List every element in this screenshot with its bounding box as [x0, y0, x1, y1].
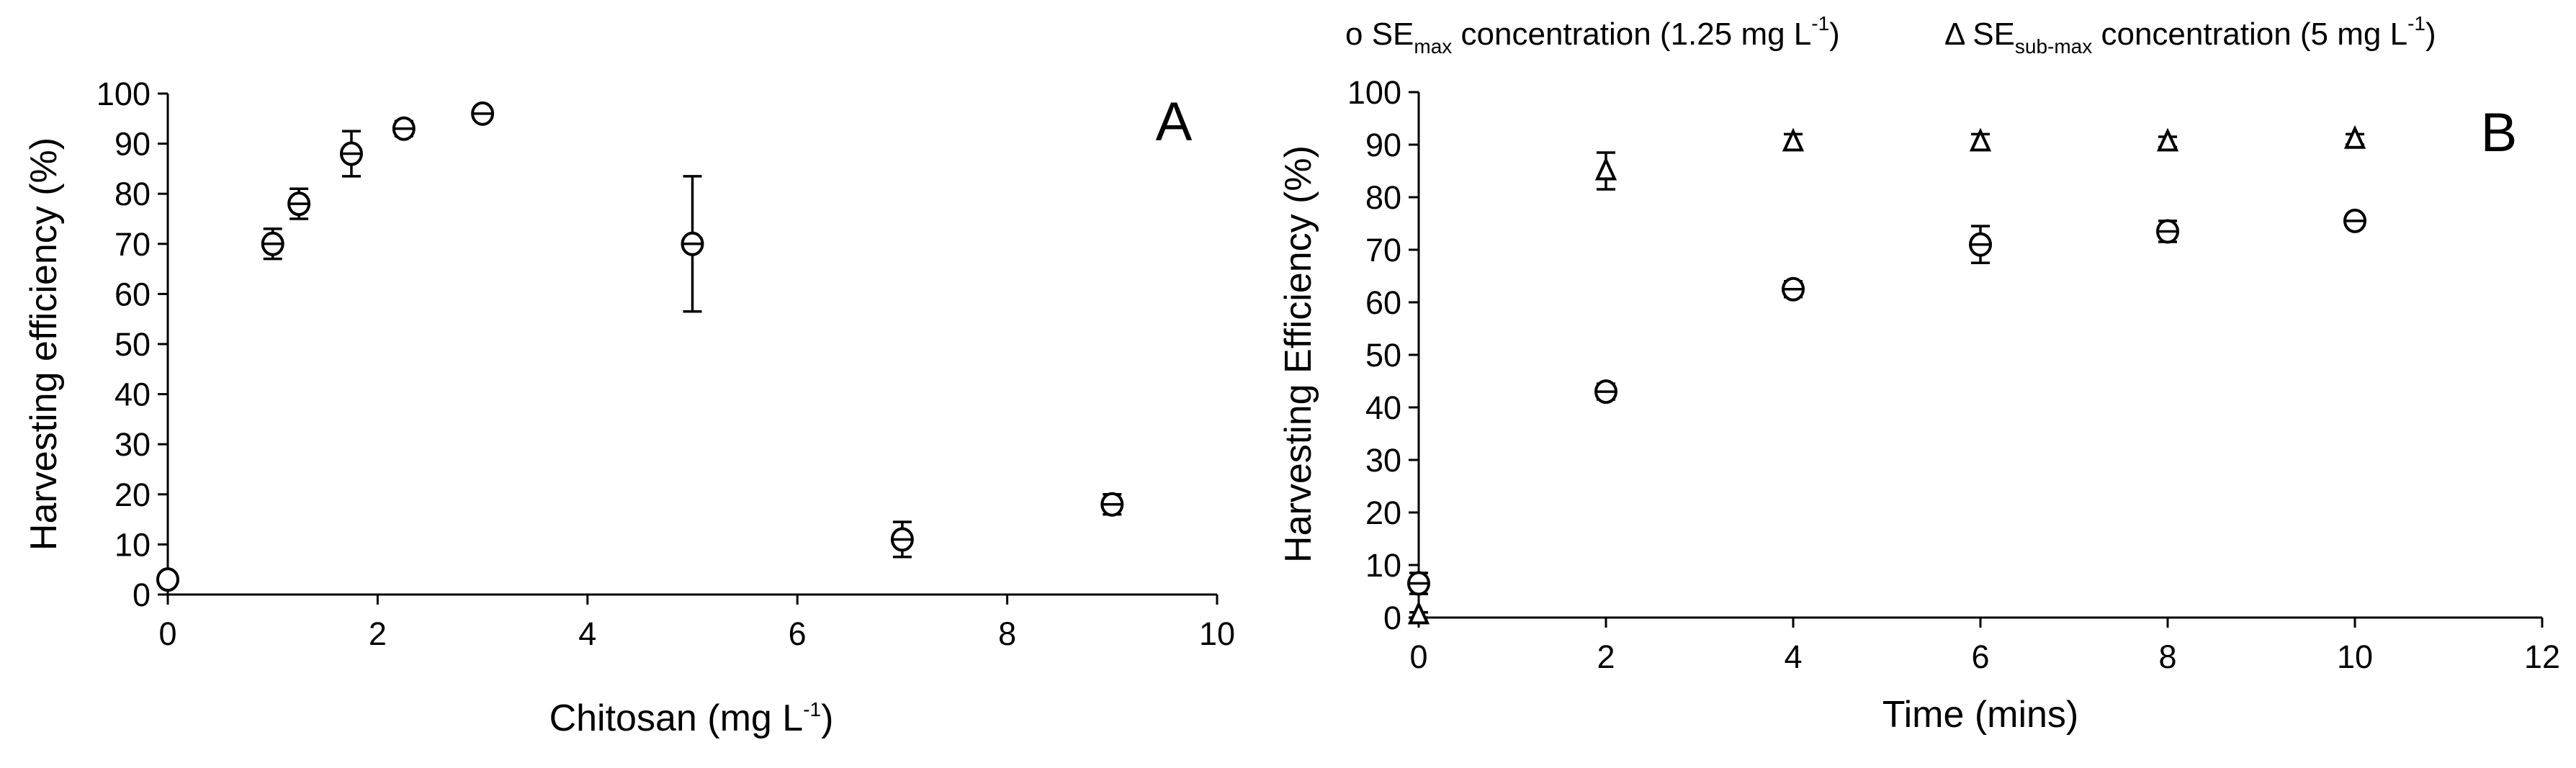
y-tick-label: 70 — [115, 226, 151, 263]
series-circle — [156, 101, 1124, 592]
y-tick-label: 40 — [115, 376, 151, 413]
series-triangle — [1407, 125, 2366, 625]
data-point — [2156, 127, 2179, 152]
y-tick-label: 20 — [115, 476, 151, 513]
y-tick-label: 80 — [1365, 179, 1401, 216]
y-axis-title: Harvesting efficiency (%) — [23, 137, 65, 551]
y-tick-label: 90 — [1365, 127, 1401, 163]
y-tick-label: 90 — [115, 126, 151, 163]
y-tick-label: 30 — [1365, 442, 1401, 479]
y-tick-label: 20 — [1365, 494, 1401, 531]
data-point — [2343, 125, 2366, 149]
panel-b-legend: o SEmax concentration (1.25 mg L-1) Δ SEs… — [1345, 12, 2436, 58]
x-tick-label: 4 — [578, 615, 596, 652]
series-circle — [1407, 208, 2366, 596]
data-point — [1969, 127, 1992, 152]
y-tick-label: 60 — [1365, 284, 1401, 321]
legend-item: Δ SEsub-max concentration (5 mg L-1) — [1944, 12, 2436, 58]
y-tick-label: 10 — [1365, 547, 1401, 584]
x-tick-label: 6 — [789, 615, 807, 652]
y-tick-label: 80 — [115, 176, 151, 212]
x-axis-title: Time (mins) — [1882, 694, 2079, 736]
panel-b-chart: 0 10 20 30 40 50 60 70 80 90 100 0 2 4 6 8 10 12 Time (min… — [1278, 74, 2560, 736]
panel-a-chart: 0 10 20 30 40 50 60 70 80 90 100 0 2 4 6 8 10 Chitosan (m… — [23, 76, 1235, 739]
x-tick-label: 12 — [2524, 638, 2560, 675]
panel-label: A — [1156, 91, 1193, 153]
y-axis-title: Harvesting Efficiency (%) — [1278, 145, 1319, 563]
x-tick-label: 8 — [2158, 638, 2176, 675]
x-axis-title: Chitosan (mg L-1) — [549, 697, 834, 739]
y-tick-label: 70 — [1365, 232, 1401, 268]
x-tick-label: 0 — [158, 615, 176, 652]
y-tick-label: 50 — [1365, 337, 1401, 374]
y-tick-label: 40 — [1365, 389, 1401, 426]
x-tick-label: 6 — [1971, 638, 1989, 675]
y-tick-label: 60 — [115, 276, 151, 312]
x-tick-label: 2 — [369, 615, 387, 652]
x-tick-label: 2 — [1597, 638, 1615, 675]
y-tick-label: 0 — [1383, 600, 1401, 636]
y-tick-label: 100 — [97, 76, 151, 112]
data-point — [1407, 600, 1430, 625]
data-point — [156, 567, 179, 592]
data-point — [1594, 156, 1617, 181]
x-tick-label: 10 — [2337, 638, 2373, 675]
data-point — [1782, 127, 1805, 152]
y-tick-label: 0 — [133, 577, 151, 613]
x-tick-label: 10 — [1199, 615, 1235, 652]
y-tick-label: 30 — [115, 426, 151, 463]
panel-label: B — [2481, 102, 2518, 163]
x-tick-label: 4 — [1784, 638, 1802, 675]
y-tick-label: 10 — [115, 526, 151, 563]
x-tick-label: 8 — [998, 615, 1016, 652]
x-tick-label: 0 — [1409, 638, 1427, 675]
legend-item: o SEmax concentration (1.25 mg L-1) — [1345, 12, 1840, 58]
y-tick-label: 50 — [115, 326, 151, 363]
y-tick-label: 100 — [1347, 74, 1401, 111]
